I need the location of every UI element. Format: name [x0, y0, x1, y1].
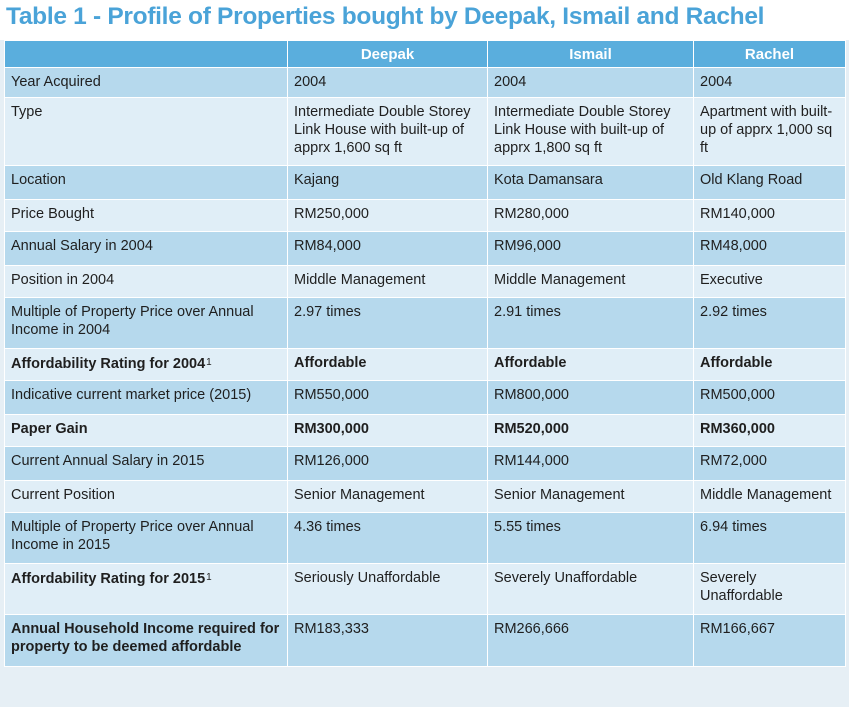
table-row: Indicative current market price (2015) RM… — [4, 380, 846, 415]
table-cell: 2004 — [287, 67, 488, 98]
property-profile-table: Deepak Ismail Rachel Year Acquired 2004 20… — [4, 40, 846, 667]
table-cell: Senior Management — [487, 480, 694, 513]
table-row: Year Acquired 2004 2004 2004 — [4, 67, 846, 98]
table-cell: RM144,000 — [487, 446, 694, 481]
row-label: Annual Household Income required for pro… — [11, 621, 280, 655]
row-label-cell: Location — [4, 165, 288, 200]
footnote-marker: 1 — [206, 357, 212, 368]
row-label: Price Bought — [11, 206, 95, 222]
table-row: Multiple of Property Price over Annual I… — [4, 297, 846, 349]
row-label: Year Acquired — [11, 74, 101, 90]
table-cell: Senior Management — [287, 480, 488, 513]
row-label-cell: Affordability Rating for 20151 — [4, 563, 288, 615]
table-cell: 2.91 times — [487, 297, 694, 349]
row-label-cell: Current Position — [4, 480, 288, 513]
table-cell: RM48,000 — [693, 231, 846, 266]
table-header-row: Deepak Ismail Rachel — [4, 40, 846, 68]
row-label: Location — [11, 172, 66, 188]
table-cell: RM500,000 — [693, 380, 846, 415]
table-row: Current Annual Salary in 2015 RM126,000 RM… — [4, 446, 846, 481]
table-cell: RM126,000 — [287, 446, 488, 481]
table-cell: Kajang — [287, 165, 488, 200]
table-cell: Affordable — [287, 348, 488, 381]
table-row: Annual Salary in 2004 RM84,000 RM96,000 RM4… — [4, 231, 846, 266]
row-label-cell: Position in 2004 — [4, 265, 288, 298]
table-cell: RM140,000 — [693, 199, 846, 232]
table-cell: RM166,667 — [693, 614, 846, 667]
table-row: Position in 2004 Middle Management Middle … — [4, 265, 846, 298]
table-cell: Seriously Unaffordable — [287, 563, 488, 615]
table-cell: Severely Unaffordable — [487, 563, 694, 615]
row-label-cell: Multiple of Property Price over Annual I… — [4, 512, 288, 564]
table-cell: Old Klang Road — [693, 165, 846, 200]
row-label: Current Annual Salary in 2015 — [11, 453, 205, 469]
row-label: Indicative current market price (2015) — [11, 387, 252, 403]
table-cell: 6.94 times — [693, 512, 846, 564]
footnote-marker: 1 — [206, 572, 212, 583]
table-cell: Middle Management — [693, 480, 846, 513]
table-cell: Kota Damansara — [487, 165, 694, 200]
table-cell: Apartment with built-up of apprx 1,000 s… — [693, 97, 846, 166]
row-label-cell: Type — [4, 97, 288, 166]
table-cell: 2004 — [487, 67, 694, 98]
table-row: Affordability Rating for 20151 Seriously … — [4, 563, 846, 615]
row-label: Current Position — [11, 487, 115, 503]
page-title: Table 1 - Profile of Properties bought b… — [6, 3, 765, 30]
row-label: Affordability Rating for 2015 — [11, 571, 206, 587]
row-label-cell: Current Annual Salary in 2015 — [4, 446, 288, 481]
table-cell: Severely Unaffordable — [693, 563, 846, 615]
row-label-cell: Affordability Rating for 20041 — [4, 348, 288, 381]
table-cell: RM280,000 — [487, 199, 694, 232]
table-cell: Executive — [693, 265, 846, 298]
table-cell: Intermediate Double Storey Link House wi… — [287, 97, 488, 166]
row-label-cell: Paper Gain — [4, 414, 288, 447]
table-cell: RM300,000 — [287, 414, 488, 447]
row-label-cell: Multiple of Property Price over Annual I… — [4, 297, 288, 349]
table-row: Location Kajang Kota Damansara Old Klang Ro… — [4, 165, 846, 200]
row-label: Multiple of Property Price over Annual I… — [11, 304, 254, 338]
table-row: Multiple of Property Price over Annual I… — [4, 512, 846, 564]
table-cell: Intermediate Double Storey Link House wi… — [487, 97, 694, 166]
table-cell: RM800,000 — [487, 380, 694, 415]
row-label: Position in 2004 — [11, 272, 115, 288]
row-label-cell: Price Bought — [4, 199, 288, 232]
table-cell: RM96,000 — [487, 231, 694, 266]
table-cell: RM520,000 — [487, 414, 694, 447]
row-label: Annual Salary in 2004 — [11, 238, 153, 254]
row-label: Multiple of Property Price over Annual I… — [11, 519, 254, 553]
table-cell: 5.55 times — [487, 512, 694, 564]
table-row: Annual Household Income required for pro… — [4, 614, 846, 667]
table-row: Paper Gain RM300,000 RM520,000 RM360,000 — [4, 414, 846, 447]
column-header-ismail: Ismail — [487, 40, 694, 68]
table-cell: RM183,333 — [287, 614, 488, 667]
table-cell: Middle Management — [487, 265, 694, 298]
table-cell: RM250,000 — [287, 199, 488, 232]
table-cell: Affordable — [693, 348, 846, 381]
row-label: Affordability Rating for 2004 — [11, 356, 206, 372]
table-row: Price Bought RM250,000 RM280,000 RM140,000 — [4, 199, 846, 232]
table-cell: 4.36 times — [287, 512, 488, 564]
column-header-rachel: Rachel — [693, 40, 846, 68]
row-label: Type — [11, 104, 43, 120]
column-header-label — [4, 40, 288, 68]
table-cell: 2.92 times — [693, 297, 846, 349]
row-label-cell: Annual Salary in 2004 — [4, 231, 288, 266]
row-label: Paper Gain — [11, 421, 88, 437]
table-cell: RM550,000 — [287, 380, 488, 415]
table-cell: Middle Management — [287, 265, 488, 298]
table-row: Type Intermediate Double Storey Link Hous… — [4, 97, 846, 166]
table-cell: RM72,000 — [693, 446, 846, 481]
table-cell: RM266,666 — [487, 614, 694, 667]
table-row: Current Position Senior Management Senior … — [4, 480, 846, 513]
table-cell: RM84,000 — [287, 231, 488, 266]
table-row: Affordability Rating for 20041 Affordable… — [4, 348, 846, 381]
row-label-cell: Year Acquired — [4, 67, 288, 98]
row-label-cell: Annual Household Income required for pro… — [4, 614, 288, 667]
table-cell: 2.97 times — [287, 297, 488, 349]
table-cell: Affordable — [487, 348, 694, 381]
row-label-cell: Indicative current market price (2015) — [4, 380, 288, 415]
table-cell: RM360,000 — [693, 414, 846, 447]
column-header-deepak: Deepak — [287, 40, 488, 68]
table-cell: 2004 — [693, 67, 846, 98]
